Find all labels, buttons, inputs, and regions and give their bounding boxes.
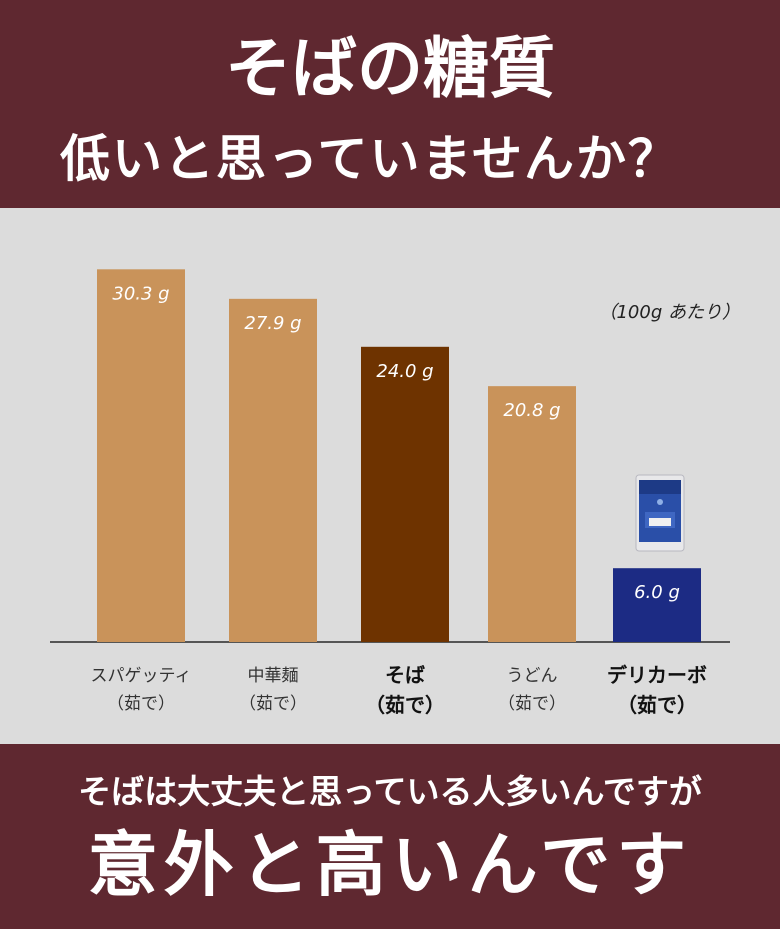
footer-emphasis: 意外と高いんです — [87, 823, 693, 906]
category-label: （茹で） — [365, 693, 445, 717]
bar-value-label: 30.3 g — [112, 283, 169, 304]
category-label: （茹で） — [107, 694, 175, 714]
bar — [488, 386, 576, 642]
product-package-image — [635, 474, 685, 552]
category-label: （茹で） — [617, 693, 697, 717]
bar — [229, 298, 317, 642]
bar — [361, 346, 449, 642]
category-label: 中華麺 — [248, 666, 299, 686]
headline-question: 低いと思っていませんか？ — [60, 129, 680, 188]
header-band — [0, 0, 780, 208]
category-label: デリカーボ — [607, 663, 707, 687]
category-label: （茹で） — [239, 694, 307, 714]
bar-value-label: 27.9 g — [244, 313, 301, 334]
headline-title: そばの糖質 — [225, 29, 555, 107]
category-label: スパゲッティ — [91, 666, 192, 686]
footer-band — [0, 744, 780, 929]
bar-value-label: 24.0 g — [376, 361, 433, 382]
unit-note: （100g あたり） — [598, 302, 740, 323]
category-label: （茹で） — [498, 694, 566, 714]
bar-value-label: 6.0 g — [634, 582, 680, 603]
category-label: うどん — [507, 666, 558, 686]
bar — [97, 269, 185, 642]
footer-message: そばは大丈夫と思っている人多いんですが — [78, 772, 702, 811]
category-label: そば — [385, 663, 425, 687]
bar — [613, 568, 701, 642]
bar-value-label: 20.8 g — [503, 400, 560, 421]
